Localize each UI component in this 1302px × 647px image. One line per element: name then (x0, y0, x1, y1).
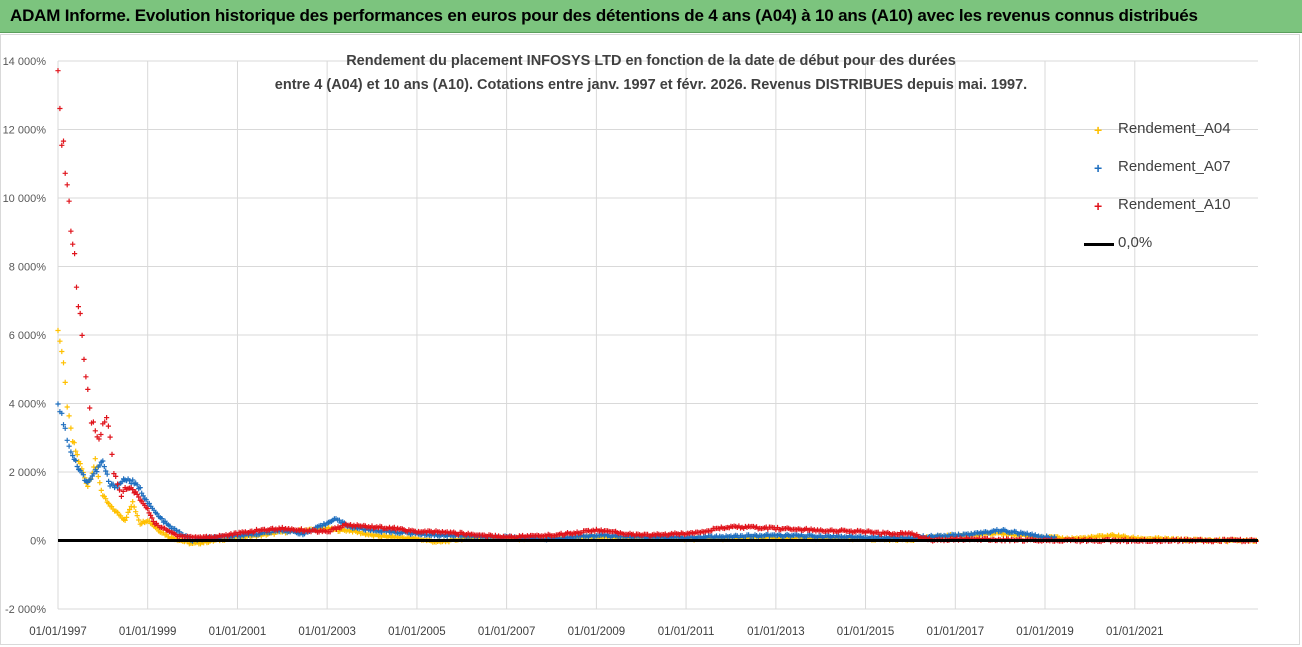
page-title: ADAM Informe. Evolution historique des p… (10, 6, 1198, 25)
series-Rendement_A07 (55, 401, 1058, 544)
y-tick-label: 4 000% (9, 399, 47, 411)
series-Rendement_A04 (55, 327, 1259, 547)
chart-legend: + Rendement_A04 + Rendement_A07 + Rendem… (1080, 118, 1260, 270)
y-tick-label: 2 000% (9, 467, 47, 479)
header-bar: ADAM Informe. Evolution historique des p… (0, 0, 1302, 33)
legend-item-a04: + Rendement_A04 (1080, 118, 1260, 156)
x-tick-label: 01/01/2003 (298, 626, 356, 638)
x-tick-label: 01/01/2017 (927, 626, 985, 638)
legend-label-zero: 0,0% (1118, 234, 1153, 251)
legend-label-a07: Rendement_A07 (1118, 158, 1231, 175)
y-tick-label: 6 000% (9, 330, 47, 342)
x-tick-label: 01/01/2001 (209, 626, 267, 638)
x-tick-label: 01/01/2009 (568, 626, 626, 638)
series-markers (55, 401, 1058, 544)
y-tick-label: -2 000% (5, 604, 46, 616)
x-tick-label: 01/01/1997 (29, 626, 87, 638)
x-tick-label: 01/01/1999 (119, 626, 177, 638)
legend-line-zero (1084, 243, 1114, 246)
x-tick-label: 01/01/2021 (1106, 626, 1164, 638)
series-Rendement_A10 (55, 68, 1259, 545)
chart-grid (57, 60, 1258, 610)
chart-points (55, 68, 1259, 547)
legend-item-zero: 0,0% (1080, 232, 1260, 270)
x-axis-labels: 01/01/1997 01/01/1999 01/01/2001 01/01/2003… (29, 626, 1163, 638)
legend-marker-a04: + (1094, 122, 1103, 138)
chart-frame (0, 34, 1300, 645)
x-tick-label: 01/01/2015 (837, 626, 895, 638)
y-tick-label: 0% (30, 536, 46, 548)
legend-label-a10: Rendement_A10 (1118, 196, 1231, 213)
y-tick-label: 8 000% (9, 262, 47, 274)
x-tick-label: 01/01/2005 (388, 626, 446, 638)
legend-marker-a10: + (1094, 198, 1103, 214)
chart-title-line1: Rendement du placement INFOSYS LTD en fo… (346, 53, 956, 69)
chart-title-line2: entre 4 (A04) et 10 ans (A10). Cotations… (274, 77, 1028, 93)
legend-marker-a07: + (1094, 160, 1103, 176)
x-tick-label: 01/01/2019 (1016, 626, 1074, 638)
y-tick-label: 12 000% (3, 125, 47, 137)
x-tick-label: 01/01/2011 (658, 626, 715, 638)
legend-item-a07: + Rendement_A07 (1080, 156, 1260, 194)
series-markers (55, 68, 1259, 545)
x-tick-label: 01/01/2013 (747, 626, 805, 638)
y-axis-labels: -2 000% 0% 2 000% 4 000% 6 000% 8 000% 10 000%… (3, 56, 47, 616)
y-tick-label: 10 000% (3, 193, 47, 205)
y-tick-label: 14 000% (3, 56, 47, 68)
legend-item-a10: + Rendement_A10 (1080, 194, 1260, 232)
series-markers (55, 327, 1259, 547)
x-tick-label: 01/01/2007 (478, 626, 536, 638)
legend-label-a04: Rendement_A04 (1118, 120, 1231, 137)
